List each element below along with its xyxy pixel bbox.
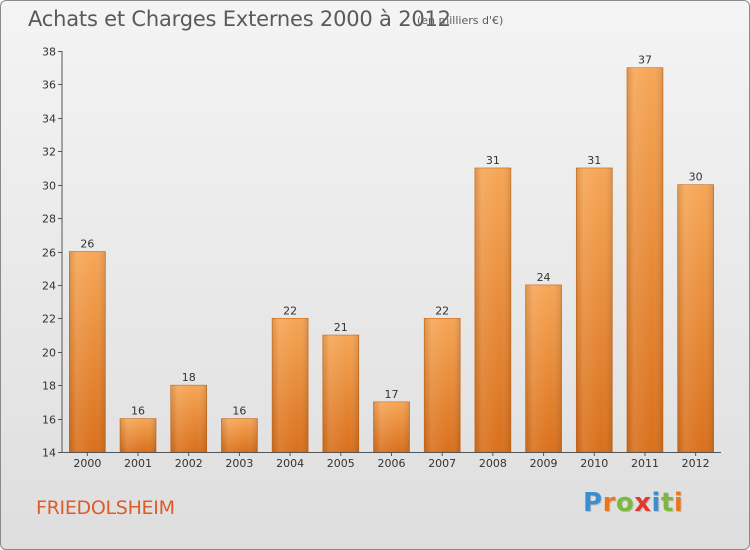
bar-value-label: 21 [334,321,348,334]
logo-letter: P [583,488,603,518]
logo-letter: i [651,488,661,518]
x-tick-label: 2012 [682,457,710,470]
y-tick-label: 18 [42,380,56,393]
bar-sheen [69,251,106,452]
y-tick-label: 36 [42,79,56,92]
logo-letter: o [615,488,635,518]
bar-value-label: 22 [283,304,297,317]
x-tick-label: 2003 [225,457,253,470]
y-tick-label: 34 [42,113,56,126]
logo-letter: t [660,488,674,518]
y-axis: 14 16 18 20 22 24 26 28 30 32 34 36 38 [42,46,63,460]
y-tick-label: 20 [42,347,56,360]
x-tick-label: 2004 [276,457,304,470]
bar-value-label: 17 [385,388,399,401]
x-tick-label: 2006 [378,457,406,470]
bar-value-label: 30 [689,171,703,184]
bar-sheen [626,67,663,452]
bars: 26 16 18 16 22 21 17 22 31 24 31 37 30 [69,54,714,453]
logo-letter: x [634,488,652,518]
bar-sheen [322,335,359,452]
bar-value-label: 31 [587,154,601,167]
x-tick-label: 2011 [631,457,659,470]
chart-subtitle: (en milliers d'€) [417,14,504,27]
y-tick-label: 30 [42,180,56,193]
y-tick-label: 22 [42,313,56,326]
chart-title: Achats et Charges Externes 2000 à 2012 [28,7,451,31]
bar-sheen [272,318,309,452]
logo-letter: r [602,488,616,518]
bar-sheen [221,418,258,452]
y-tick-label: 24 [42,280,56,293]
bar-value-label: 37 [638,54,652,67]
y-tick-label: 28 [42,213,56,226]
x-tick-label: 2002 [175,457,203,470]
y-tick-label: 14 [42,447,56,460]
bar-sheen [120,418,157,452]
bar-value-label: 16 [232,405,246,418]
commune-name: FRIEDOLSHEIM [36,497,175,519]
y-tick-label: 16 [42,414,56,427]
bar-value-label: 24 [537,271,551,284]
bar-value-label: 31 [486,154,500,167]
bar-sheen [525,284,562,452]
bar-sheen [474,167,511,453]
y-tick-label: 38 [42,46,56,59]
bar-value-label: 18 [182,371,196,384]
proxiti-logo: Proxiti [583,488,683,518]
x-tick-label: 2007 [428,457,456,470]
x-tick-label: 2000 [73,457,101,470]
bar-sheen [170,385,207,452]
bar-value-label: 22 [435,304,449,317]
bar-sheen [373,401,410,452]
bar-value-label: 26 [80,238,94,251]
bar-sheen [677,184,714,452]
bar-value-label: 16 [131,405,145,418]
x-tick-label: 2001 [124,457,152,470]
x-tick-label: 2010 [580,457,608,470]
x-tick-label: 2005 [327,457,355,470]
logo-letter: i [673,488,684,518]
y-tick-label: 26 [42,247,56,260]
y-tick-label: 32 [42,146,56,159]
x-tick-label: 2009 [530,457,558,470]
bar-sheen [424,318,461,452]
bar-sheen [576,167,613,453]
x-axis: 2000 2001 2002 2003 2004 2005 2006 2007 2008 2009… [62,452,721,470]
x-tick-label: 2008 [479,457,507,470]
